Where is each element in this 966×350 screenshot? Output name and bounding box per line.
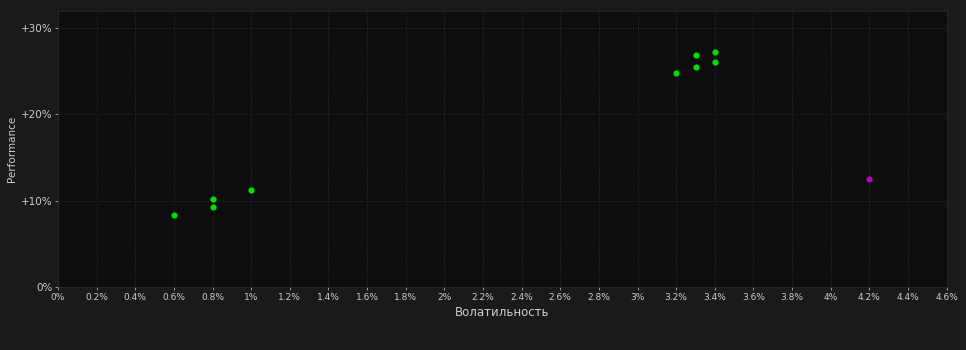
Point <box>688 64 703 69</box>
Point <box>243 188 259 193</box>
Point <box>688 52 703 58</box>
Point <box>707 60 723 65</box>
Point <box>205 204 220 209</box>
Point <box>205 196 220 202</box>
Point <box>166 212 182 218</box>
Point <box>668 70 684 76</box>
Point <box>707 49 723 55</box>
X-axis label: Волатильность: Волатильность <box>455 306 550 319</box>
Point <box>862 176 877 182</box>
Y-axis label: Performance: Performance <box>7 116 16 182</box>
